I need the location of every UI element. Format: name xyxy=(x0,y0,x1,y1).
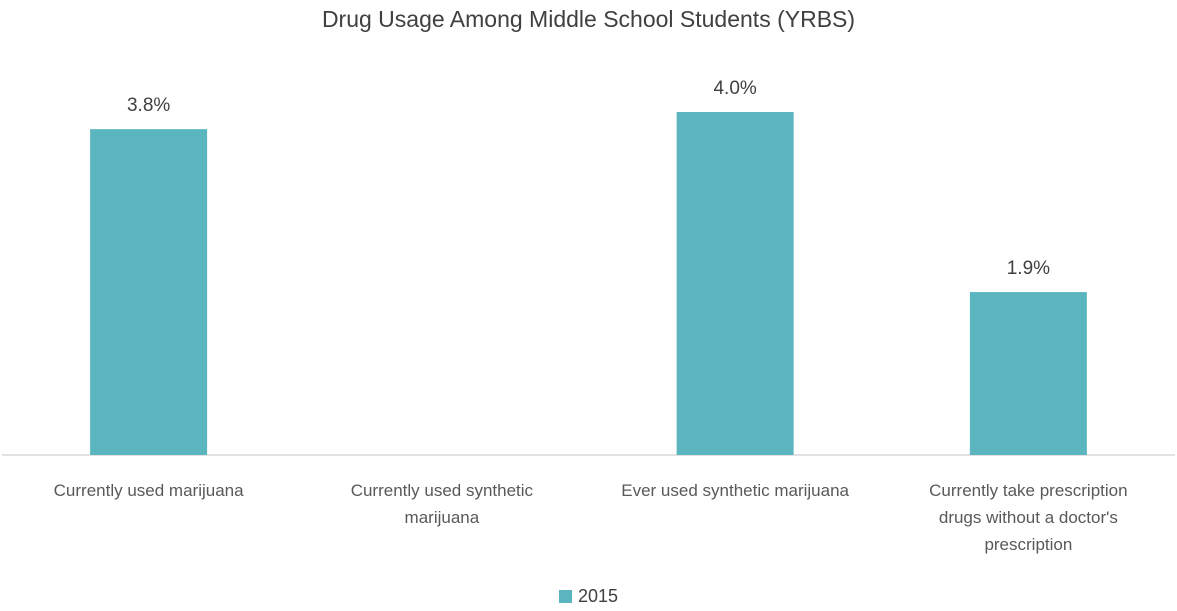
bar-0 xyxy=(90,129,208,455)
data-label-0: 3.8% xyxy=(127,95,170,116)
legend-label-2015: 2015 xyxy=(577,586,619,606)
category-label-1: Currently used synthetic marijuana xyxy=(351,481,534,527)
legend-swatch-2015 xyxy=(558,590,572,603)
category-label-3: Currently take prescription drugs without… xyxy=(929,481,1127,554)
category-label-2: Ever used synthetic marijuana xyxy=(621,481,849,500)
bar-2 xyxy=(676,112,794,455)
data-label-3: 1.9% xyxy=(1007,258,1050,279)
chart-title: Drug Usage Among Middle School Students … xyxy=(321,6,856,32)
bar-3 xyxy=(969,292,1087,455)
legend: 2015 xyxy=(0,586,1177,607)
category-label-0: Currently used marijuana xyxy=(54,481,244,500)
data-label-2: 4.0% xyxy=(713,78,756,99)
